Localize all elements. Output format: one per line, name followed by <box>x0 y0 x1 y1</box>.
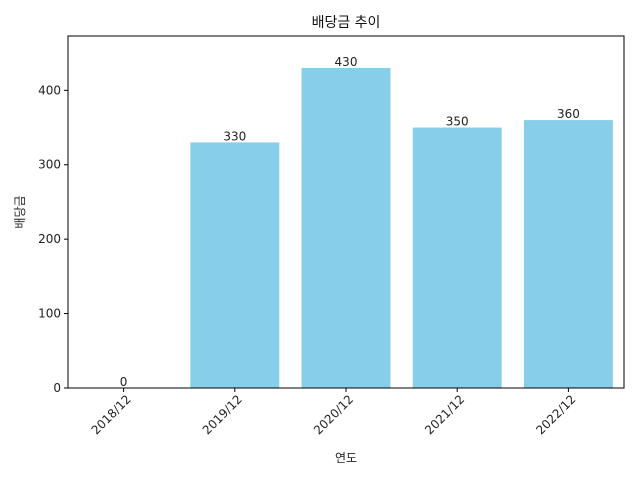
plot-area: 0 330 430 350 360 0 100 200 300 400 2018/12 2019/12… <box>38 35 625 437</box>
x-axis-label: 연도 <box>335 451 357 465</box>
y-tick-label: 400 <box>38 83 61 97</box>
x-tick-label: 2018/12 <box>89 392 134 437</box>
bar-2020-12 <box>301 68 391 388</box>
y-tick-label: 100 <box>38 307 61 321</box>
bar-value-label: 330 <box>223 129 246 143</box>
bar-value-label: 0 <box>120 375 128 389</box>
chart-title: 배당금 추이 <box>312 15 381 31</box>
bar-2021-12 <box>412 127 502 388</box>
bar-2022-12 <box>523 120 613 389</box>
x-tick-label: 2020/12 <box>311 392 356 437</box>
x-tick-label: 2019/12 <box>200 392 245 437</box>
bar-2019-12 <box>190 142 280 388</box>
bar-value-label: 360 <box>557 107 580 121</box>
x-tick-label: 2021/12 <box>422 392 467 437</box>
y-axis-label: 배당금 <box>13 195 27 228</box>
y-tick-label: 0 <box>53 381 61 395</box>
y-tick-label: 200 <box>38 232 61 246</box>
y-tick-label: 300 <box>38 158 61 172</box>
bar-value-label: 350 <box>446 115 469 129</box>
x-tick-label: 2022/12 <box>533 392 578 437</box>
bar-value-label: 430 <box>335 55 358 69</box>
